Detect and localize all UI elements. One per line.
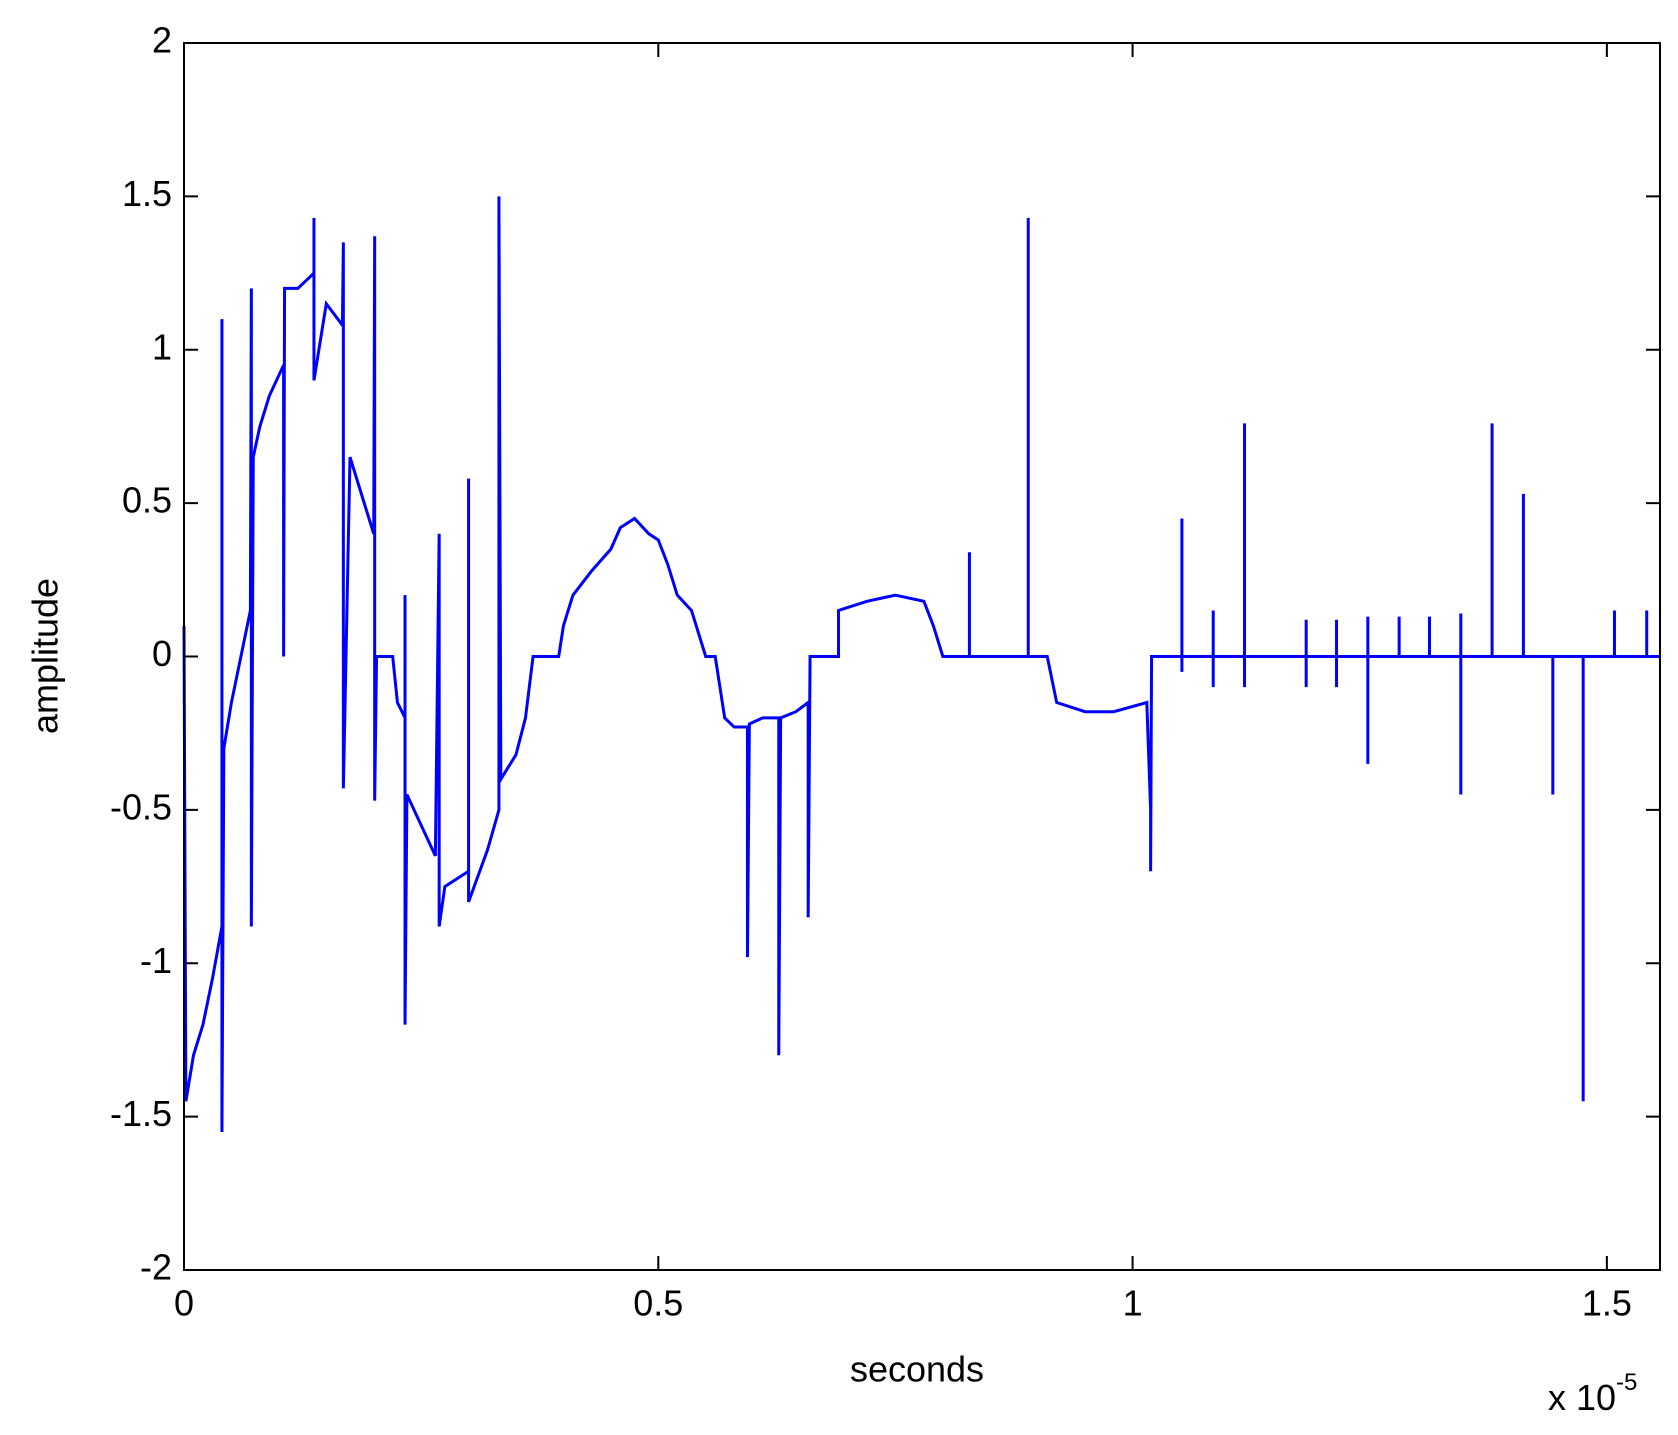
y-tick-label: -2 xyxy=(140,1247,172,1288)
x-multiplier: x 10-5 xyxy=(1548,1369,1637,1417)
y-tick-label: 1 xyxy=(152,326,172,367)
x-tick-label: 0 xyxy=(174,1283,194,1324)
y-tick-label: -0.5 xyxy=(110,786,172,827)
y-tick-label: -1.5 xyxy=(110,1093,172,1134)
data-line xyxy=(182,196,1660,1132)
x-multiplier-exponent: -5 xyxy=(1616,1369,1637,1396)
x-axis-label: seconds xyxy=(850,1349,984,1390)
y-tick-label: 0 xyxy=(152,633,172,674)
x-tick-label: 0.5 xyxy=(633,1283,683,1324)
x-multiplier-base: x 10 xyxy=(1548,1377,1616,1418)
y-tick-label: 0.5 xyxy=(122,480,172,521)
plot-frame xyxy=(183,42,1661,1271)
y-tick-label: 2 xyxy=(152,20,172,61)
y-tick-label: -1 xyxy=(140,940,172,981)
x-tick-label: 1 xyxy=(1123,1283,1143,1324)
y-axis-label: amplitude xyxy=(25,578,66,734)
y-tick-label: 1.5 xyxy=(122,173,172,214)
x-tick-label: 1.5 xyxy=(1582,1283,1632,1324)
